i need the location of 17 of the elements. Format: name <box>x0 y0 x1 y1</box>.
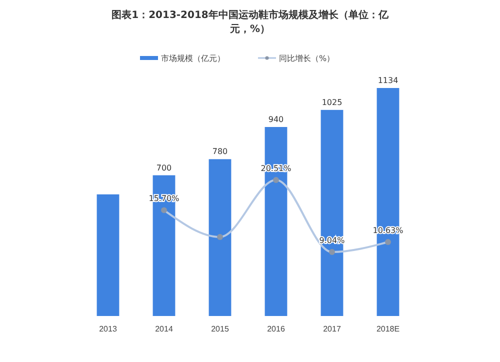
data-label: 940 <box>268 115 284 124</box>
x-tick-label: 2016 <box>267 324 286 334</box>
legend-label: 市场规模（亿元） <box>161 54 225 63</box>
chart-title: 图表1：2013-2018年中国运动鞋市场规模及增长（单位：亿元，%） <box>112 9 390 35</box>
x-tick-label: 2013 <box>99 324 118 334</box>
x-tick-label: 2018E <box>376 324 400 334</box>
x-tick-label: 2017 <box>323 324 342 334</box>
data-label: 1134 <box>378 76 398 85</box>
x-tick-label: 2015 <box>211 324 230 334</box>
bar <box>320 110 344 316</box>
data-label: 700 <box>156 163 172 172</box>
bar <box>96 194 120 316</box>
data-label: 780 <box>212 147 228 156</box>
data-label: 1025 <box>322 98 342 107</box>
legend-label: 同比增长（%） <box>279 54 335 63</box>
x-tick-label: 2014 <box>155 324 174 334</box>
bar <box>208 159 232 316</box>
